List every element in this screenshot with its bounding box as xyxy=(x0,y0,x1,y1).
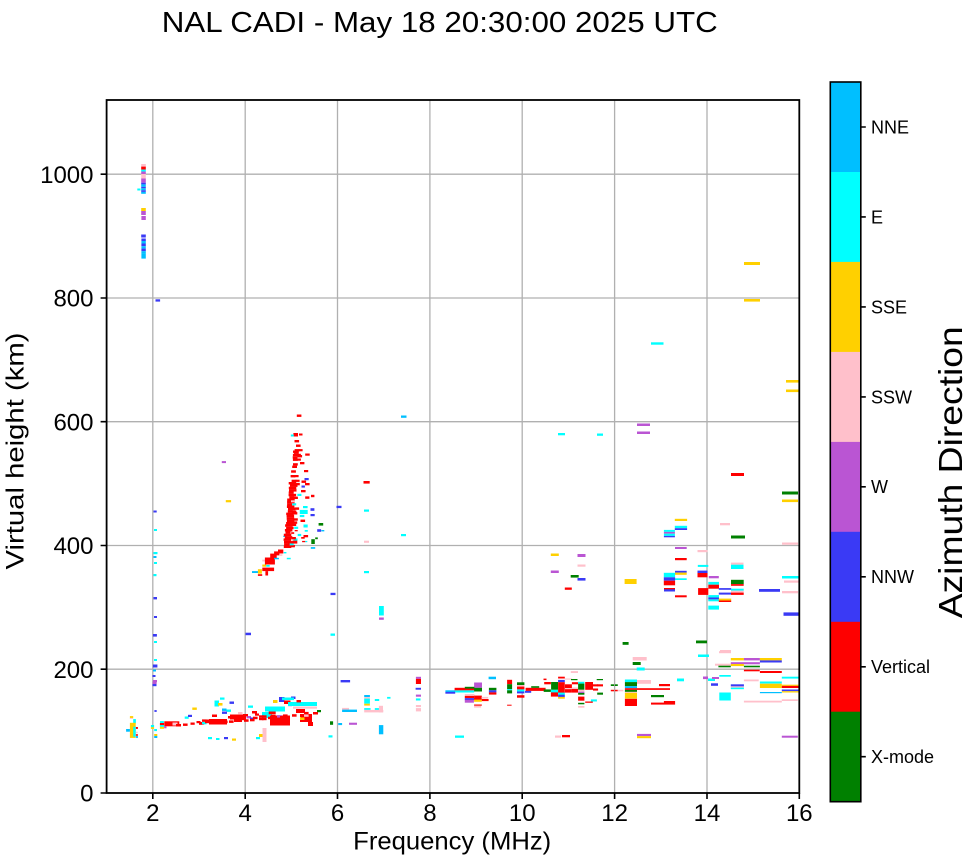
svg-text:6: 6 xyxy=(331,800,344,827)
svg-text:SSW: SSW xyxy=(871,387,912,407)
svg-text:E: E xyxy=(871,207,883,227)
svg-text:Vertical: Vertical xyxy=(871,657,930,677)
svg-text:14: 14 xyxy=(694,800,721,827)
svg-text:NNE: NNE xyxy=(871,117,909,137)
svg-text:12: 12 xyxy=(601,800,628,827)
svg-text:0: 0 xyxy=(80,781,93,808)
svg-text:X-mode: X-mode xyxy=(871,747,934,767)
svg-text:2: 2 xyxy=(146,800,159,827)
svg-text:8: 8 xyxy=(423,800,436,827)
svg-text:16: 16 xyxy=(786,800,813,827)
svg-text:SSE: SSE xyxy=(871,297,907,317)
svg-text:400: 400 xyxy=(53,533,93,560)
svg-text:Virtual height (km): Virtual height (km) xyxy=(2,333,30,570)
svg-text:800: 800 xyxy=(53,286,93,313)
svg-text:NAL CADI - May 18 20:30:00 202: NAL CADI - May 18 20:30:00 2025 UTC xyxy=(162,7,718,39)
svg-text:W: W xyxy=(871,477,888,497)
svg-text:200: 200 xyxy=(53,657,93,684)
svg-text:NNW: NNW xyxy=(871,567,914,587)
svg-text:Azimuth Direction: Azimuth Direction xyxy=(932,326,969,618)
svg-text:10: 10 xyxy=(509,800,536,827)
svg-text:600: 600 xyxy=(53,409,93,436)
svg-text:Frequency (MHz): Frequency (MHz) xyxy=(353,828,551,856)
svg-text:4: 4 xyxy=(239,800,252,827)
svg-text:1000: 1000 xyxy=(40,162,93,189)
